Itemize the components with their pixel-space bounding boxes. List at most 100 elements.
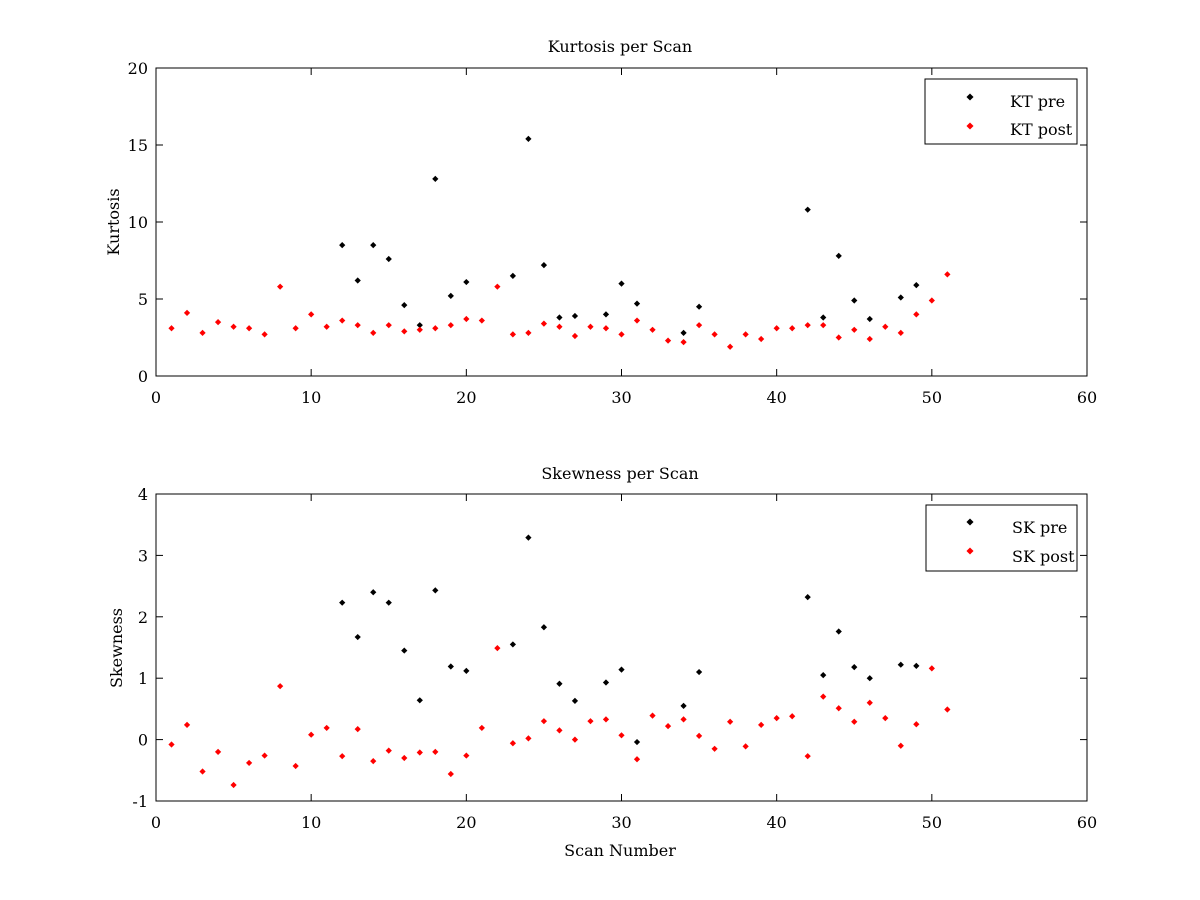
skewness-post-data-point [540,718,548,725]
kurtosis-post-data-point [447,322,454,329]
kurtosis-post-data-point [277,283,284,290]
skewness-post-data-point [370,757,377,765]
skewness-post-data-point [773,714,780,722]
skewness-post-data-point [447,770,454,778]
skewness-y-tick-label: 2 [138,608,148,627]
skewness-post-data-point [633,756,641,763]
kurtosis-legend-label-pre: KT pre [1010,92,1065,111]
kurtosis-legend-box [924,78,1078,145]
skewness-legend: SK pre SK post [925,504,1078,572]
kurtosis-pre-data-point [416,322,423,329]
skewness-x-tick-label: 10 [301,813,321,832]
skewness-legend-box [925,504,1078,572]
kurtosis-axes-ticks: 0 10 20 30 40 50 60 0 5 10 15 20 [128,59,1098,407]
skewness-data-points [168,534,951,789]
skewness-pre-data-point [509,641,516,648]
skewness-y-tick-label: 4 [138,485,148,504]
skewness-y-tick-label: -1 [132,792,148,811]
skewness-x-tick-label: 60 [1077,813,1097,832]
skewness-pre-data-point [804,594,811,601]
kurtosis-pre-data-point [866,315,873,323]
skewness-post-data-point [602,716,610,723]
kurtosis-x-tick-label: 30 [611,388,631,407]
skewness-post-data-point [463,752,470,759]
kurtosis-pre-data-point [602,311,610,318]
kurtosis-data-points [168,135,951,350]
skewness-pre-data-point [370,589,377,596]
skewness-pre-data-point [540,624,548,631]
kurtosis-post-data-point [370,329,377,336]
skewness-pre-data-point [695,668,703,676]
skewness-post-data-point [571,736,579,743]
skewness-x-tick-label: 0 [151,813,161,832]
kurtosis-x-tick-label: 60 [1077,388,1097,407]
skewness-pre-data-point [556,680,563,687]
kurtosis-y-axis-label: Kurtosis [104,188,123,255]
kurtosis-y-tick-label: 15 [128,136,148,155]
skewness-post-data-point [680,716,687,723]
skewness-post-data-point [820,693,827,700]
skewness-post-data-point [695,732,703,740]
skewness-post-data-point [525,735,532,742]
skewness-x-tick-label: 20 [456,813,476,832]
kurtosis-post-data-point [649,326,656,333]
skewness-pre-data-point [851,664,858,671]
kurtosis-pre-data-point [354,277,361,284]
skewness-pre-data-point [820,672,827,679]
kurtosis-post-data-point [571,332,579,340]
skewness-post-data-point [882,714,889,722]
kurtosis-post-data-point [401,328,408,335]
skewness-pre-data-point [354,633,361,641]
kurtosis-post-data-point [339,317,346,324]
kurtosis-legend-label-post: KT post [1010,120,1073,139]
skewness-post-data-point [727,718,734,725]
skewness-pre-data-point [602,679,610,686]
kurtosis-legend-marker-pre [966,93,974,101]
skewness-post-data-point [851,718,858,725]
kurtosis-legend: KT pre KT post [924,78,1078,145]
skewness-post-data-point [649,712,656,719]
kurtosis-post-data-point [308,311,315,318]
kurtosis-x-tick-label: 40 [766,388,786,407]
kurtosis-post-data-point [680,339,687,346]
skewness-post-data-point [742,743,749,750]
skewness-pre-data-point [447,663,454,670]
skewness-y-tick-label: 3 [138,546,148,565]
kurtosis-post-data-point [695,322,703,329]
kurtosis-x-tick-label: 10 [301,388,321,407]
kurtosis-y-tick-label: 20 [128,59,148,78]
kurtosis-y-tick-label: 0 [138,367,148,386]
skewness-post-data-point [354,726,361,733]
kurtosis-y-tick-label: 5 [138,290,148,309]
skewness-pre-data-point [633,738,641,746]
skewness-pre-data-point [866,675,873,682]
skewness-legend-marker-post [966,547,974,555]
kurtosis-pre-data-point [339,241,346,249]
skewness-post-data-point [944,706,951,713]
kurtosis-x-tick-label: 50 [922,388,942,407]
kurtosis-post-data-point [261,331,268,338]
kurtosis-pre-data-point [401,302,408,309]
kurtosis-post-data-point [478,317,485,324]
kurtosis-post-data-point [385,322,392,329]
kurtosis-post-data-point [944,271,951,278]
skewness-pre-data-point [618,666,625,673]
skewness-post-data-point [556,727,563,734]
skewness-y-tick-label: 0 [138,731,148,750]
skewness-post-data-point [758,721,765,728]
kurtosis-post-data-point [416,326,423,333]
skewness-post-data-point [618,732,625,739]
skewness-x-tick-label: 40 [766,813,786,832]
kurtosis-post-data-point [494,283,501,290]
skewness-pre-data-point [571,697,579,705]
kurtosis-pre-data-point [432,175,439,182]
skewness-pre-data-point [680,702,687,709]
skewness-post-data-point [587,718,594,725]
kurtosis-post-data-point [851,326,858,333]
kurtosis-post-data-point [664,337,672,344]
kurtosis-x-tick-label: 20 [456,388,476,407]
skewness-x-tick-label: 30 [611,813,631,832]
kurtosis-pre-data-point [370,241,377,249]
kurtosis-x-tick-label: 0 [151,388,161,407]
